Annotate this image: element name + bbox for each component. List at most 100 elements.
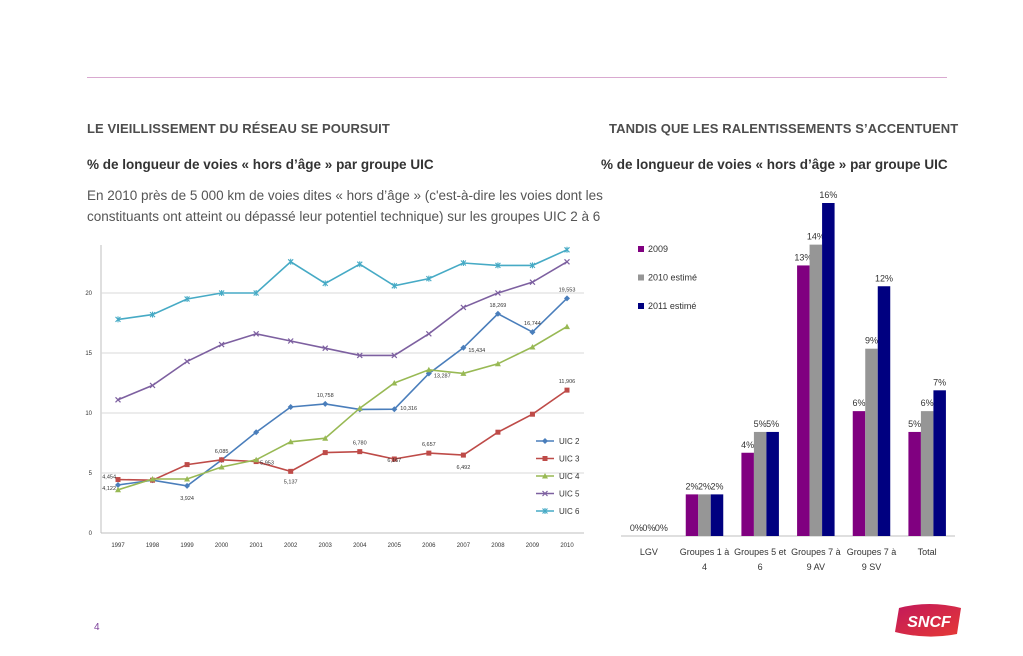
data-point xyxy=(495,429,501,435)
legend-label: UIC 4 xyxy=(559,472,580,481)
data-point xyxy=(253,429,260,436)
data-point xyxy=(287,438,294,445)
line-legend: UIC 2 UIC 3 UIC 4 UIC 5 UIC 6 xyxy=(536,437,580,516)
data-point xyxy=(322,345,329,352)
data-point xyxy=(288,468,294,474)
data-point xyxy=(287,338,294,344)
data-point xyxy=(529,262,536,269)
data-point xyxy=(322,435,329,441)
category-label: Groupes 5 et xyxy=(734,547,787,557)
data-point xyxy=(149,311,156,318)
legend-swatch xyxy=(638,303,644,309)
data-point xyxy=(218,290,225,296)
legend-marker xyxy=(542,473,548,479)
data-point xyxy=(184,358,191,365)
data-point xyxy=(460,370,467,376)
bar-value-label: 5% xyxy=(766,419,779,429)
data-label: 6,657 xyxy=(422,442,436,448)
series-line-uic-5 xyxy=(117,261,568,401)
data-point xyxy=(564,323,570,330)
x-tick-label: 2000 xyxy=(215,543,229,549)
bar xyxy=(920,411,934,536)
data-point xyxy=(356,261,363,268)
bar-value-label: 2% xyxy=(685,481,698,491)
data-point xyxy=(494,310,501,317)
data-point xyxy=(287,258,294,265)
data-label: 6,085 xyxy=(215,449,229,455)
legend-label: UIC 2 xyxy=(559,437,580,446)
data-point xyxy=(357,449,363,455)
data-point xyxy=(253,456,260,463)
y-tick-label: 15 xyxy=(85,351,92,357)
data-point xyxy=(564,246,570,253)
x-tick-label: 2005 xyxy=(388,543,402,549)
data-point xyxy=(494,290,501,296)
data-point xyxy=(495,262,501,269)
legend-marker xyxy=(542,438,548,444)
y-tick-label: 5 xyxy=(89,471,93,477)
data-point xyxy=(564,295,570,302)
y-tick-label: 20 xyxy=(85,291,92,297)
bar xyxy=(698,494,711,536)
data-point xyxy=(184,462,190,468)
x-tick-label: 2003 xyxy=(319,543,333,549)
data-point xyxy=(184,476,191,482)
bar-value-label: 9% xyxy=(865,336,878,346)
bar-value-label: 6% xyxy=(921,398,934,408)
data-point xyxy=(529,279,536,286)
data-point xyxy=(564,387,570,393)
data-point xyxy=(322,280,329,287)
data-point xyxy=(391,352,398,359)
x-tick-label: 2006 xyxy=(422,543,436,549)
bar-value-label: 4% xyxy=(741,440,754,450)
bar-value-label: 12% xyxy=(875,273,893,283)
data-point xyxy=(529,411,535,417)
data-label: 6,780 xyxy=(353,441,367,447)
x-tick-label: 2004 xyxy=(353,543,367,549)
data-point xyxy=(322,400,329,407)
bar xyxy=(809,244,823,536)
page-number: 4 xyxy=(94,622,100,633)
bar xyxy=(852,411,866,536)
bar-value-label: 6% xyxy=(852,398,865,408)
data-point xyxy=(218,341,225,348)
bar xyxy=(877,286,891,536)
bar xyxy=(753,431,767,536)
data-point xyxy=(356,352,363,359)
left-description: En 2010 près de 5 000 km de voies dites … xyxy=(87,188,603,224)
data-label: 10,758 xyxy=(317,393,334,399)
data-label: 5,137 xyxy=(284,479,298,485)
data-point xyxy=(460,344,467,351)
legend-label: UIC 5 xyxy=(559,490,580,499)
category-label: 6 xyxy=(758,562,763,572)
data-point xyxy=(391,380,398,386)
logo-text: SNCF xyxy=(907,614,952,631)
data-label: 3,924 xyxy=(180,496,194,502)
data-label: 11,906 xyxy=(559,379,575,385)
right-heading: TANDIS QUE LES RALENTISSEMENTS S’ACCENTU… xyxy=(609,121,959,136)
data-point xyxy=(219,457,225,463)
data-point xyxy=(184,296,190,302)
bar xyxy=(797,265,810,536)
data-label: 13,287 xyxy=(434,374,451,380)
data-label: 10,316 xyxy=(400,406,417,412)
bar-value-label: 5% xyxy=(754,419,767,429)
x-tick-label: 2007 xyxy=(457,543,471,549)
data-point xyxy=(460,452,466,458)
data-label: 6,167 xyxy=(387,458,401,464)
legend-label: 2010 estimé xyxy=(648,273,697,283)
sncf-logo: SNCF xyxy=(895,604,961,637)
data-point xyxy=(391,456,397,462)
legend-label: 2009 xyxy=(648,244,668,254)
legend-swatch xyxy=(638,274,644,281)
bar xyxy=(741,452,754,536)
bar xyxy=(933,390,946,536)
data-label: 6,492 xyxy=(457,465,471,471)
legend-marker xyxy=(542,508,548,514)
data-point xyxy=(460,260,467,266)
bar xyxy=(908,431,921,536)
x-tick-label: 1999 xyxy=(180,543,194,549)
left-subtitle: % de longueur de voies « hors d’âge » pa… xyxy=(87,157,434,172)
data-point xyxy=(529,329,536,336)
left-heading: LE VIEILLISSEMENT DU RÉSEAU SE POURSUIT xyxy=(87,121,390,136)
